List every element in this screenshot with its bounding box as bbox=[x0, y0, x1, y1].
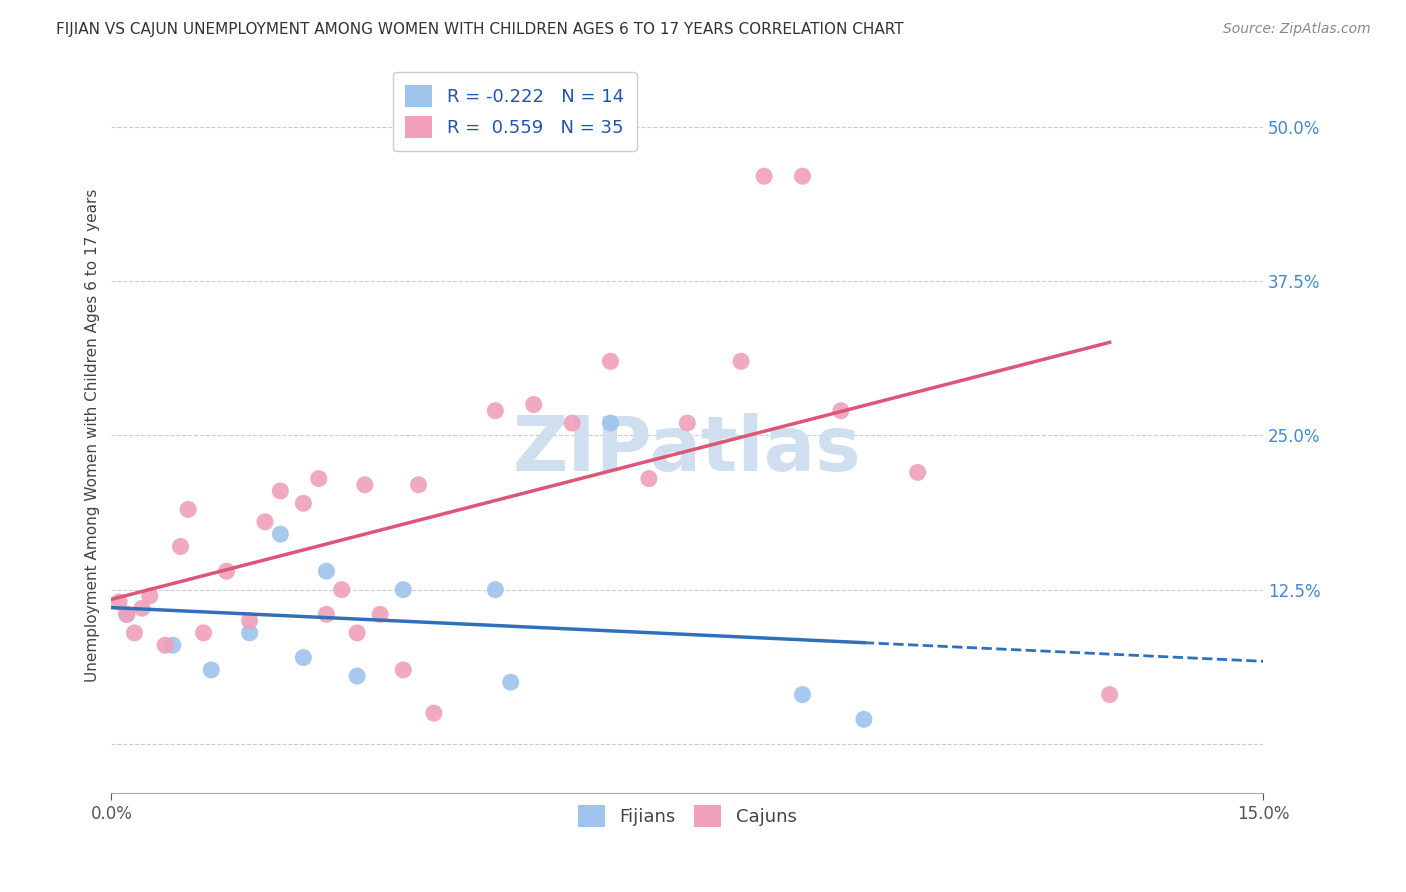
Point bbox=[792, 688, 814, 702]
Point bbox=[907, 466, 929, 480]
Point bbox=[792, 169, 814, 184]
Point bbox=[353, 477, 375, 491]
Point bbox=[308, 472, 330, 486]
Point bbox=[392, 663, 415, 677]
Point bbox=[368, 607, 391, 622]
Point bbox=[484, 403, 506, 417]
Point bbox=[330, 582, 353, 597]
Point bbox=[523, 398, 546, 412]
Point bbox=[131, 601, 153, 615]
Point bbox=[200, 663, 222, 677]
Point bbox=[169, 540, 191, 554]
Point bbox=[315, 607, 337, 622]
Point bbox=[269, 527, 291, 541]
Point bbox=[269, 483, 291, 498]
Point bbox=[599, 354, 621, 368]
Point bbox=[115, 607, 138, 622]
Text: ZIPatlas: ZIPatlas bbox=[513, 413, 862, 487]
Point bbox=[215, 564, 238, 578]
Point bbox=[292, 496, 315, 510]
Point bbox=[139, 589, 162, 603]
Point bbox=[852, 712, 875, 726]
Point bbox=[676, 416, 699, 430]
Point bbox=[599, 416, 621, 430]
Point bbox=[193, 626, 215, 640]
Point bbox=[561, 416, 583, 430]
Point bbox=[638, 472, 661, 486]
Point bbox=[1098, 688, 1121, 702]
Point bbox=[115, 607, 138, 622]
Point bbox=[162, 638, 184, 652]
Text: Source: ZipAtlas.com: Source: ZipAtlas.com bbox=[1223, 22, 1371, 37]
Point bbox=[153, 638, 176, 652]
Point bbox=[408, 477, 430, 491]
Point bbox=[346, 669, 368, 683]
Point bbox=[239, 626, 262, 640]
Point bbox=[292, 650, 315, 665]
Point bbox=[239, 614, 262, 628]
Point bbox=[423, 706, 446, 720]
Point bbox=[108, 595, 131, 609]
Legend: Fijians, Cajuns: Fijians, Cajuns bbox=[571, 798, 804, 834]
Text: FIJIAN VS CAJUN UNEMPLOYMENT AMONG WOMEN WITH CHILDREN AGES 6 TO 17 YEARS CORREL: FIJIAN VS CAJUN UNEMPLOYMENT AMONG WOMEN… bbox=[56, 22, 904, 37]
Point bbox=[752, 169, 775, 184]
Point bbox=[392, 582, 415, 597]
Point bbox=[499, 675, 522, 690]
Point bbox=[830, 403, 852, 417]
Point bbox=[177, 502, 200, 516]
Point bbox=[346, 626, 368, 640]
Y-axis label: Unemployment Among Women with Children Ages 6 to 17 years: Unemployment Among Women with Children A… bbox=[86, 189, 100, 682]
Point bbox=[315, 564, 337, 578]
Point bbox=[484, 582, 506, 597]
Point bbox=[253, 515, 276, 529]
Point bbox=[124, 626, 146, 640]
Point bbox=[730, 354, 752, 368]
